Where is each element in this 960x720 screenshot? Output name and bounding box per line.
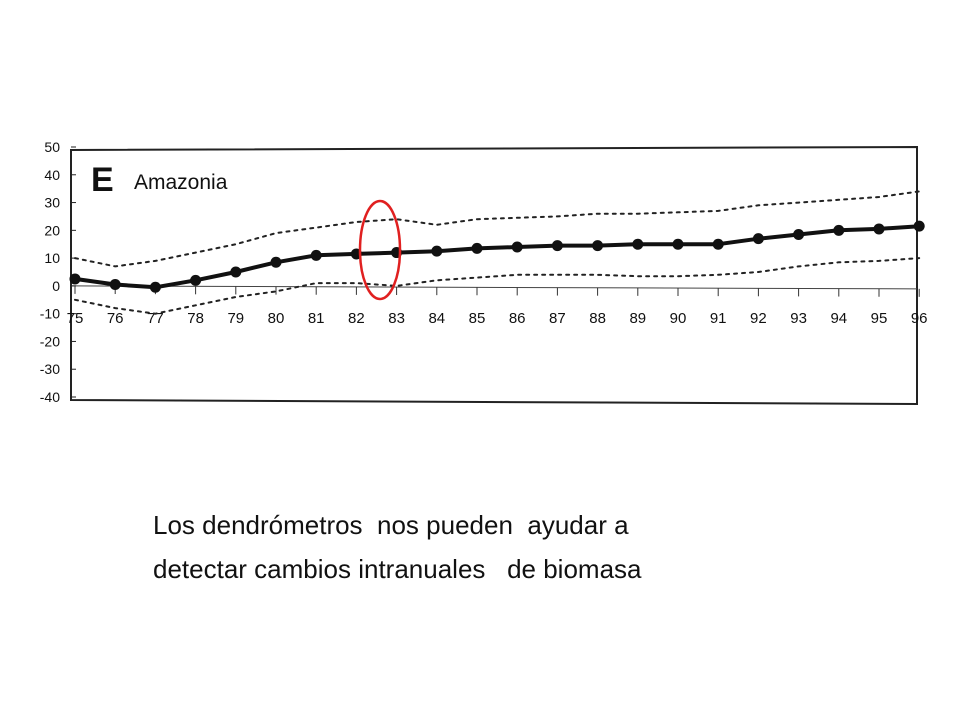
highlight-ellipse [358,199,402,301]
x-tick-label: 96 [911,310,928,327]
series-main-point [69,273,81,285]
x-tick-label: 77 [147,310,164,327]
series-main-point [511,241,523,253]
y-tick-label: 40 [44,167,60,183]
x-tick-label: 81 [308,310,325,327]
series-main-point [793,229,805,240]
y-tick-label: 10 [44,250,60,266]
y-tick-label: -10 [40,306,60,322]
series-main-point [149,281,161,293]
x-tick-label: 78 [187,310,204,327]
y-tick-label: -40 [40,389,60,405]
x-tick-label: 88 [589,310,606,327]
x-tick-label: 79 [227,310,244,327]
series-main-point [109,279,121,290]
x-tick-label: 91 [710,310,727,327]
series-main-point [752,233,764,245]
series-main-point [471,242,483,254]
x-tick-label: 92 [750,310,767,327]
y-tick-label: 20 [44,222,60,238]
series-main-point [310,249,322,261]
plot-frame [70,145,918,406]
series-main-point [592,240,604,252]
series-main-line [74,224,920,290]
series-main-point [431,245,443,257]
zero-axis [70,285,918,290]
x-tick-label: 89 [629,310,646,327]
y-tick-label: 50 [44,139,60,155]
series-main-point [712,238,724,250]
series-main-point [632,238,644,250]
x-tick-label: 90 [670,310,687,327]
caption-line-1: Los dendrómetros nos pueden ayudar a [153,510,629,540]
y-tick-label: -20 [40,333,60,349]
caption-line-2: detectar cambios intranuales de biomasa [153,554,642,584]
x-tick-label: 87 [549,310,566,327]
x-tick-label: 83 [388,310,405,327]
series-main-point [551,240,563,252]
panel-letter: E [91,161,114,199]
chart-title: Amazonia [134,171,228,194]
y-tick-label: -30 [40,361,60,377]
series-main-point [913,220,925,232]
series-main-point [190,274,202,286]
x-tick-label: 95 [871,310,888,327]
x-tick-label: 76 [107,310,124,327]
series-main-point [873,223,885,235]
y-tick-label: 0 [52,278,60,294]
series-main-point [230,266,242,278]
x-tick-label: 94 [830,310,847,327]
y-tick-label: 30 [44,195,60,211]
x-tick-label: 80 [268,310,285,327]
caption: Los dendrómetros nos pueden ayudar a det… [153,503,873,591]
x-tick-label: 86 [509,310,526,327]
x-tick-label: 84 [428,310,445,327]
x-tick-label: 93 [790,310,807,327]
x-tick-label: 85 [469,310,486,327]
series-main-point [672,238,684,250]
x-tick-label: 82 [348,310,365,327]
series-main-point [270,256,282,268]
series-lower-bound-line [74,257,921,315]
x-tick-label: 75 [67,310,84,327]
series-upper-bound-line [74,190,921,268]
series-main-point [833,224,845,236]
